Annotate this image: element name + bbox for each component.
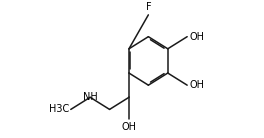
- Text: H3C: H3C: [49, 104, 69, 114]
- Text: NH: NH: [83, 92, 97, 102]
- Text: OH: OH: [190, 80, 205, 90]
- Text: OH: OH: [190, 32, 205, 42]
- Text: F: F: [145, 2, 151, 12]
- Text: OH: OH: [121, 122, 136, 132]
